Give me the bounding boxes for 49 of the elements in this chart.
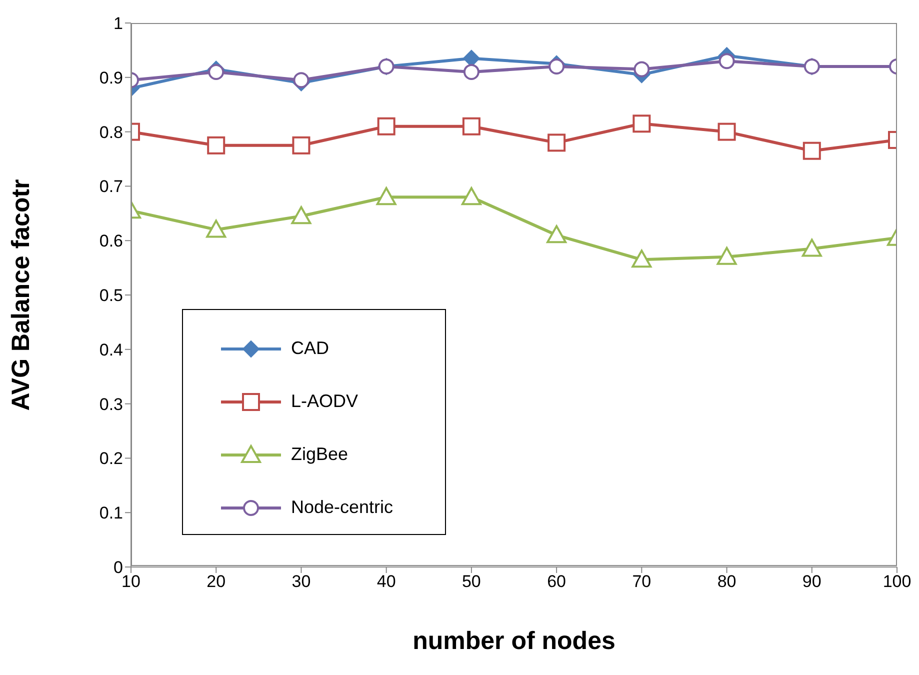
point (634, 61, 650, 78)
y-tick-label: 1 (114, 14, 123, 34)
point (208, 64, 224, 80)
point (716, 246, 737, 265)
point (546, 225, 567, 244)
point (802, 238, 822, 257)
point (632, 114, 651, 133)
y-tick-label: 0.4 (99, 340, 123, 360)
x-tick-label: 60 (547, 572, 566, 592)
x-tick-label: 70 (632, 572, 652, 592)
point (293, 72, 310, 88)
point (632, 250, 652, 268)
point (718, 53, 735, 70)
y-tick-label: 0.9 (99, 68, 123, 88)
legend-label: ZigBee (291, 444, 348, 465)
y-axis-title: AVG Balance facotr (6, 178, 35, 411)
x-tick-label: 100 (882, 572, 912, 592)
x-tick-label: 80 (717, 572, 736, 592)
y-tick-label: 0.1 (99, 504, 123, 523)
point (463, 64, 480, 80)
x-axis-title: number of nodes (412, 627, 616, 655)
y-tick-label: 0 (114, 558, 123, 578)
point (292, 136, 310, 154)
point (462, 117, 480, 136)
point (548, 58, 565, 75)
point (206, 220, 226, 238)
legend-label: CAD (291, 338, 330, 359)
y-tick-label: 0.6 (99, 232, 123, 251)
x-tick-label: 50 (462, 572, 481, 592)
point (377, 117, 396, 136)
point (291, 206, 312, 224)
point (802, 142, 821, 160)
point (461, 187, 482, 206)
x-tick-label: 90 (802, 572, 822, 592)
x-tick-label: 20 (206, 572, 226, 592)
y-tick-label: 0.8 (99, 122, 123, 142)
x-tick-label: 10 (122, 572, 140, 592)
point (548, 134, 566, 152)
point (376, 187, 396, 206)
legend-label: Node-centric (291, 497, 394, 518)
x-tick-label: 30 (292, 572, 311, 592)
y-tick-label: 0.5 (99, 286, 123, 306)
y-tick-label: 0.7 (99, 177, 123, 196)
point (718, 122, 736, 141)
x-tick-label: 40 (376, 572, 396, 592)
legend-label: L-AODV (291, 391, 358, 412)
y-tick-label: 0.3 (99, 394, 123, 414)
y-tick-label: 0.2 (99, 449, 123, 468)
point (207, 136, 226, 154)
